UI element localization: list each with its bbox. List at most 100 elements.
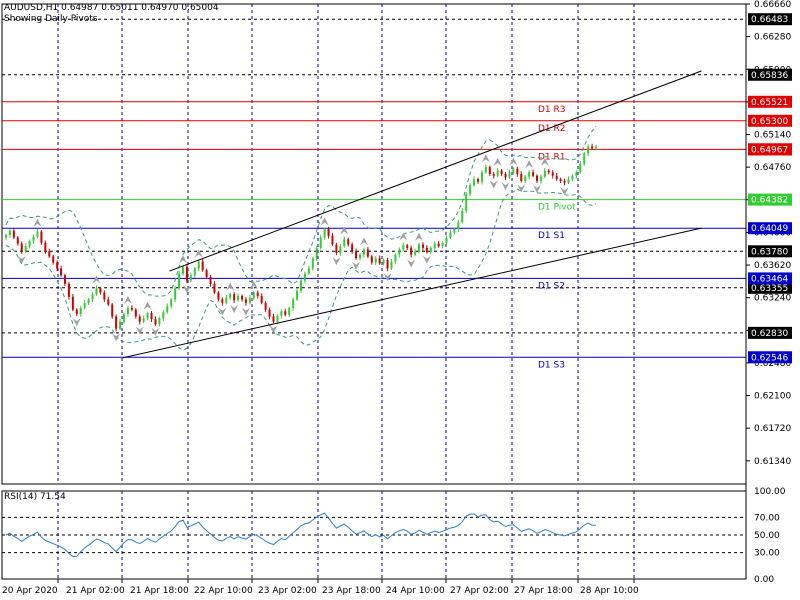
- candle-body: [445, 237, 448, 243]
- candle-body: [36, 231, 39, 237]
- rsi-tick-label: 100.00: [754, 487, 786, 497]
- candle-body: [500, 170, 503, 175]
- fractal-up-marker: [143, 301, 152, 310]
- time-tick-label: 21 Apr 02:00: [66, 586, 125, 596]
- candle-body: [583, 153, 586, 164]
- candle-body: [244, 299, 247, 303]
- candle-body: [87, 299, 90, 303]
- fractal-down-marker: [182, 285, 191, 294]
- fractal-down-marker: [269, 325, 278, 334]
- fractal-up-marker: [481, 154, 490, 163]
- candle-body: [60, 268, 63, 276]
- fractal-down-marker: [151, 327, 160, 336]
- candle-body: [8, 230, 11, 235]
- candles: [5, 143, 597, 332]
- candle-body: [547, 170, 550, 173]
- candle-body: [252, 292, 255, 298]
- candle-body: [16, 237, 19, 244]
- candle-body: [429, 247, 432, 253]
- price-tag: [748, 13, 792, 26]
- candle-body: [264, 302, 267, 310]
- candle-body: [48, 251, 51, 257]
- price-tag-label: 0.66483: [751, 15, 788, 25]
- candle-body: [256, 292, 259, 296]
- fractal-down-marker: [135, 326, 144, 335]
- price-tag-label: 0.64967: [751, 145, 788, 155]
- candle-body: [512, 168, 515, 173]
- price-tick-label: 0.63240: [754, 294, 791, 304]
- candle-body: [241, 295, 243, 300]
- pivot-label: D1 S2: [538, 281, 565, 291]
- candle-body: [111, 304, 114, 317]
- fractal-up-marker: [359, 237, 368, 246]
- candle-body: [189, 275, 192, 281]
- candle-body: [178, 273, 181, 289]
- pivot-label: D1 Pivot: [538, 203, 576, 213]
- candle-body: [528, 172, 531, 177]
- candle-body: [296, 290, 299, 300]
- candle-body: [40, 231, 43, 243]
- candle-body: [559, 179, 562, 181]
- candle-body: [394, 254, 397, 262]
- upper-band: [5, 125, 597, 297]
- candle-body: [539, 176, 542, 181]
- candle-body: [536, 175, 538, 181]
- rsi-tick-label: 50.00: [754, 531, 780, 541]
- fractal-markers: [17, 154, 569, 342]
- pivot-label: D1 R2: [538, 124, 566, 134]
- candle-body: [543, 170, 546, 177]
- candle-body: [480, 172, 483, 182]
- candle-body: [508, 172, 511, 178]
- candle-body: [99, 288, 102, 293]
- candle-body: [355, 251, 358, 259]
- pivot-label: D1 R3: [538, 105, 566, 115]
- time-tick-label: 23 Apr 02:00: [258, 586, 317, 596]
- candle-body: [335, 244, 338, 254]
- candle-body: [123, 313, 125, 322]
- candle-body: [563, 180, 566, 183]
- fractal-down-marker: [533, 185, 541, 194]
- candle-body: [406, 245, 409, 248]
- candle-body: [71, 296, 74, 310]
- candle-body: [272, 316, 275, 322]
- fractal-up-marker: [226, 282, 235, 291]
- time-tick-label: 20 Apr 2020: [2, 586, 58, 596]
- price-tag-label: 0.64049: [751, 224, 788, 234]
- candle-body: [134, 309, 137, 317]
- price-tag: [748, 68, 792, 81]
- price-axis: 0.666600.662800.659000.655200.651400.647…: [745, 0, 792, 585]
- candle-body: [473, 179, 476, 186]
- candle-body: [67, 283, 70, 297]
- time-tick-label: 21 Apr 18:00: [130, 586, 189, 596]
- fractal-up-marker: [525, 160, 534, 169]
- candle-body: [441, 242, 444, 247]
- price-tick-label: 0.65140: [754, 131, 791, 141]
- rsi-tick-label: 30.00: [754, 549, 780, 559]
- fractal-down-marker: [230, 304, 239, 313]
- candle-body: [205, 270, 208, 278]
- fractal-down-marker: [218, 307, 227, 316]
- candle-body: [209, 277, 212, 284]
- pivot-label: D1 S3: [538, 360, 565, 370]
- candle-body: [103, 292, 106, 300]
- price-tag-label: 0.62546: [751, 353, 788, 363]
- price-tick-label: 0.64760: [754, 163, 791, 173]
- price-tick-label: 0.62100: [754, 392, 791, 402]
- candle-body: [182, 266, 184, 274]
- candle-body: [5, 234, 7, 238]
- fractal-down-marker: [17, 256, 26, 265]
- time-tick-label: 27 Apr 18:00: [514, 586, 573, 596]
- candle-body: [571, 175, 574, 180]
- candle-body: [142, 318, 145, 322]
- candle-body: [477, 179, 479, 182]
- candle-body: [95, 288, 98, 295]
- candle-body: [587, 146, 590, 154]
- candle-body: [457, 222, 460, 229]
- candle-body: [130, 307, 133, 310]
- candle-body: [56, 262, 59, 269]
- candle-body: [520, 174, 523, 181]
- candle-body: [496, 170, 499, 176]
- candle-body: [343, 239, 346, 247]
- fractal-up-marker: [340, 226, 349, 235]
